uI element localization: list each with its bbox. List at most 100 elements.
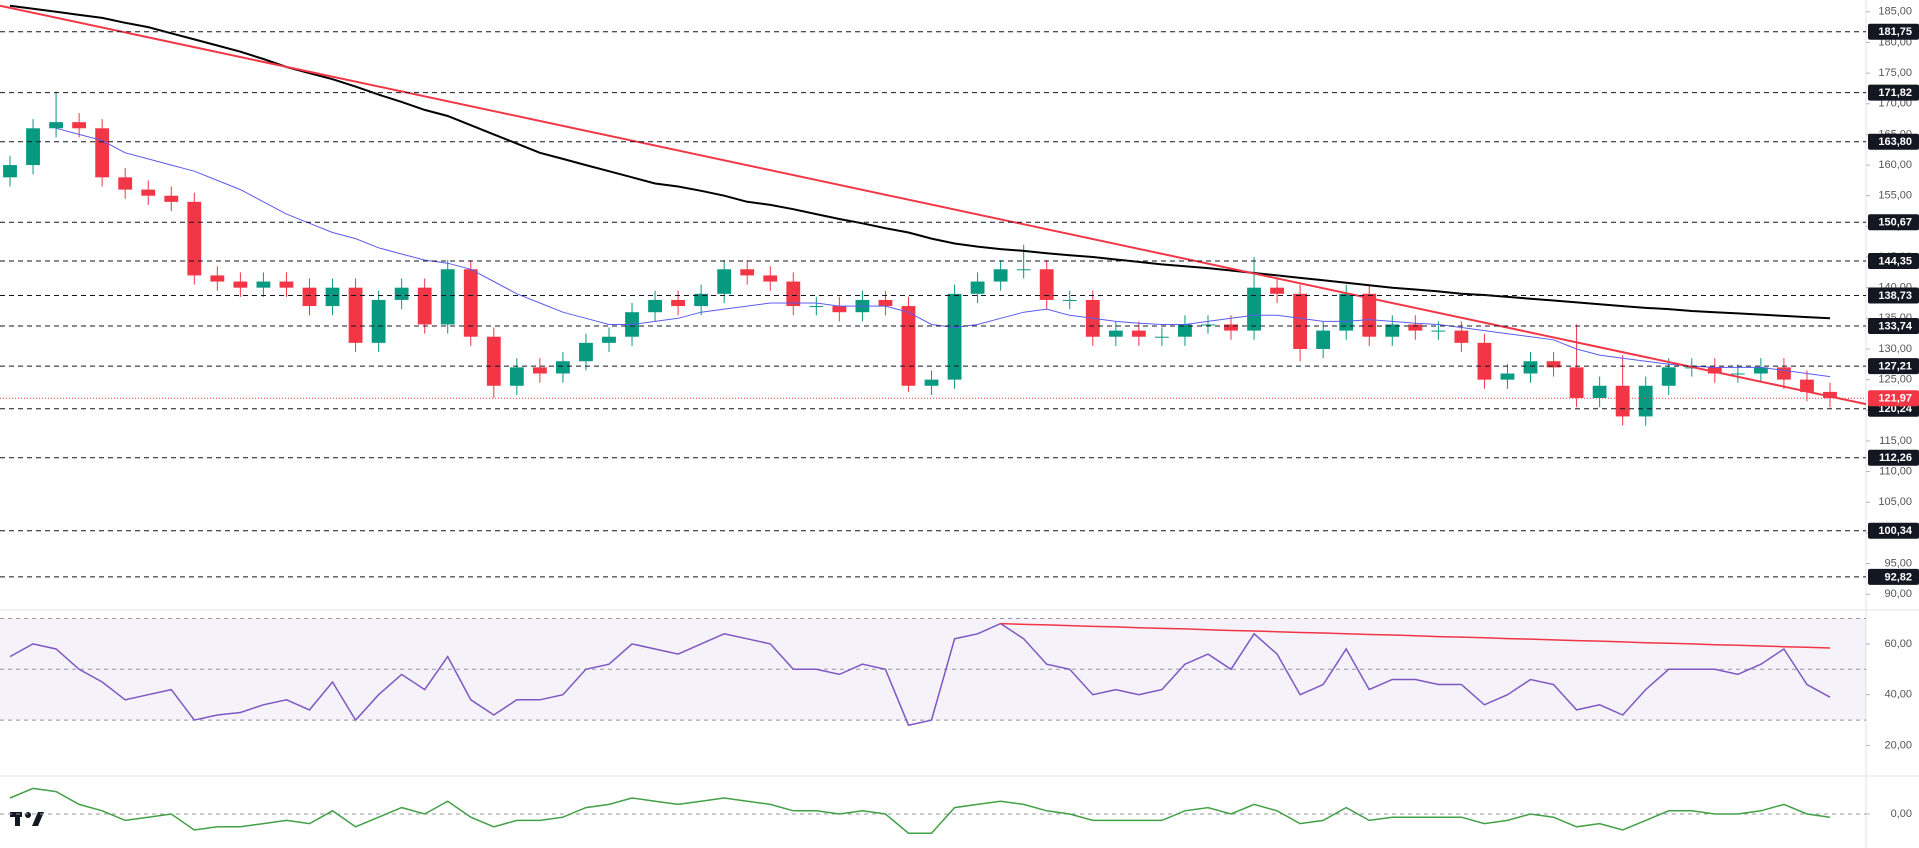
candle-body (95, 128, 110, 178)
last-price-box (1868, 390, 1919, 407)
candle-body (763, 275, 778, 282)
level-label-box (1868, 214, 1919, 231)
y-tick-label: 175,00 (1878, 67, 1912, 79)
y-tick-label: 105,00 (1878, 496, 1912, 508)
level-label: 138,73 (1878, 290, 1912, 302)
moving-average (55, 127, 1831, 378)
candle-body (1270, 287, 1284, 294)
candle-body (1615, 385, 1630, 417)
candle-body (993, 269, 1008, 282)
candle-body (694, 293, 709, 307)
candle-body (1569, 367, 1584, 399)
candle-body (394, 287, 409, 300)
level-label-box (1868, 522, 1919, 539)
candle-body (809, 306, 824, 308)
candle-body (1178, 324, 1192, 337)
level-label-box (1868, 84, 1919, 101)
candle-body (26, 128, 40, 166)
level-label: 100,34 (1878, 525, 1913, 537)
level-label: 133,74 (1878, 320, 1913, 332)
level-label-box (1868, 133, 1919, 150)
candle-body (187, 201, 202, 276)
logo-part (15, 812, 20, 826)
y-tick-label: 20,00 (1884, 739, 1912, 751)
y-tick-label: 160,00 (1878, 159, 1912, 171)
y-tick-label: 95,00 (1884, 557, 1912, 569)
candle-body (440, 269, 455, 325)
candle-body (302, 287, 317, 307)
candle-body (648, 299, 662, 313)
candle-body (924, 379, 939, 386)
candle-body (118, 177, 133, 190)
trendline (0, 4, 1867, 406)
candle-body (947, 293, 962, 380)
trendline (1000, 622, 1831, 649)
level-label: 181,75 (1878, 26, 1912, 38)
candle-body (1777, 367, 1791, 380)
candle-body (233, 281, 248, 288)
candle-body (717, 269, 732, 294)
logo-part (32, 812, 44, 826)
candle-body (1131, 330, 1146, 337)
candle-body (602, 336, 616, 343)
level-label: 120,24 (1878, 403, 1913, 415)
level-label-box (1868, 358, 1919, 375)
candle-body (1247, 287, 1261, 331)
level-label-box (1868, 449, 1919, 466)
candle-body (1592, 385, 1607, 399)
candle-body (509, 367, 524, 386)
last-price-label: 121,97 (1878, 393, 1912, 405)
candle-body (1201, 324, 1215, 326)
candle-body (49, 122, 63, 129)
y-tick-label: 115,00 (1879, 435, 1912, 447)
candle-body (164, 195, 179, 202)
candle-body (1661, 367, 1676, 386)
candle-body (740, 269, 755, 276)
level-label: 171,82 (1878, 87, 1912, 99)
candle-body (970, 281, 985, 294)
candle-body (1339, 293, 1354, 331)
candle-body (901, 306, 916, 386)
y-tick-label: 40,00 (1884, 689, 1912, 701)
candle-body (532, 367, 547, 374)
candle-body (1753, 367, 1768, 374)
indicator-line (9, 622, 1831, 727)
candle-body (1730, 373, 1745, 375)
level-label: 92,82 (1884, 571, 1912, 583)
candle-body (1638, 385, 1653, 417)
candle-body (1707, 367, 1722, 374)
y-tick-label: 125,00 (1878, 374, 1912, 386)
candle-body (417, 287, 432, 325)
candle-body (325, 287, 340, 307)
candle-body (1500, 373, 1515, 380)
candle-body (3, 165, 17, 178)
candle-body (1823, 391, 1837, 399)
candle-body (72, 122, 87, 129)
candle-body (1039, 269, 1054, 300)
y-tick-label: 90,00 (1884, 588, 1912, 600)
candle-body (1431, 330, 1446, 332)
candle-body (1385, 324, 1400, 337)
candle-body (1016, 269, 1031, 271)
candle-body (556, 361, 570, 374)
candle-body (671, 299, 686, 307)
level-label-box (1868, 23, 1919, 40)
candle-body (878, 299, 893, 307)
y-tick-label: 60,00 (1884, 638, 1912, 650)
candle-body (371, 299, 386, 343)
candle-body (579, 342, 593, 362)
level-label-box (1868, 568, 1919, 585)
candle-body (1154, 336, 1169, 338)
y-tick-label: 0,00 (1891, 808, 1912, 820)
candle-body (1800, 379, 1814, 392)
level-label-box (1868, 253, 1919, 270)
candle-body (348, 287, 363, 343)
candle-body (1523, 361, 1538, 374)
candle-body (1454, 330, 1469, 343)
level-label: 150,67 (1878, 217, 1912, 229)
candle-body (463, 269, 478, 337)
candle-body (1293, 293, 1308, 349)
candle-body (786, 281, 801, 307)
